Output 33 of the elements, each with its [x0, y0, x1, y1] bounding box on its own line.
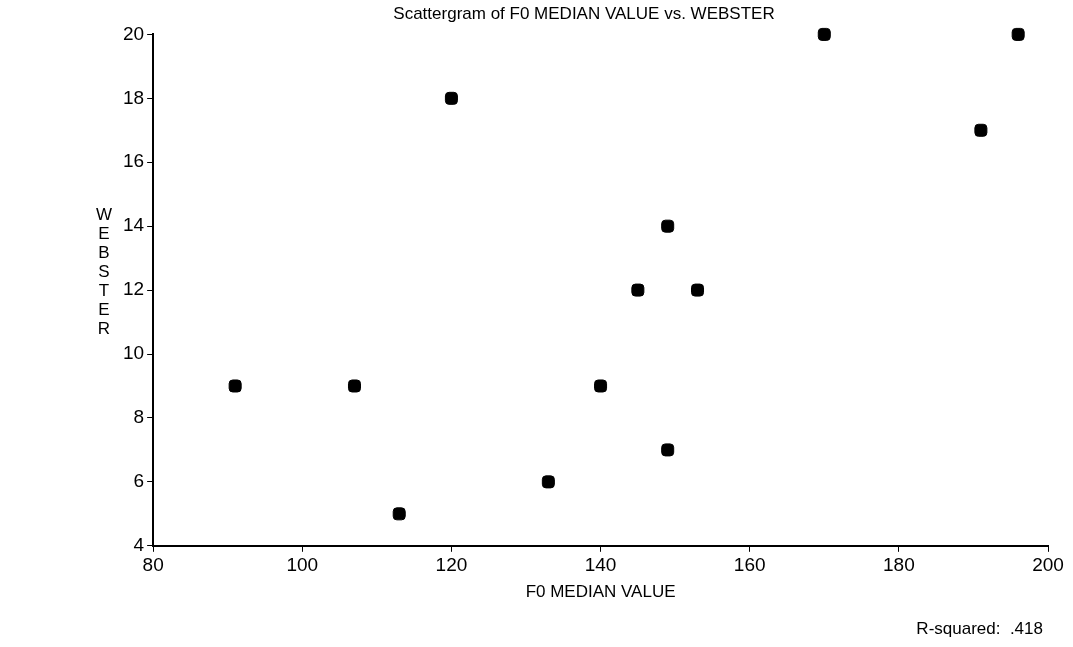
point [817, 27, 831, 41]
x-tick-label: 200 [1032, 554, 1064, 576]
y-tick-label: 20 [122, 22, 145, 44]
y-tick-label: 16 [122, 150, 145, 172]
point [661, 219, 675, 233]
y-tick-label: 6 [133, 470, 145, 492]
x-axis-title: F0 MEDIAN VALUE [525, 582, 676, 602]
x-tick-label: 100 [286, 554, 319, 576]
y-axis-title: WEBSTER [96, 205, 113, 338]
point [347, 379, 361, 393]
x-tick-label: 180 [883, 554, 915, 576]
x-tick-label: 140 [584, 554, 617, 576]
point [691, 283, 705, 297]
x-tick-label: 120 [435, 554, 468, 576]
y-tick-label: 12 [122, 278, 145, 300]
point [444, 91, 458, 105]
y-tick-label: 18 [122, 86, 145, 108]
point [974, 123, 988, 137]
point [631, 283, 645, 297]
point [661, 443, 675, 457]
x-tick-label: 160 [733, 554, 766, 576]
point [541, 475, 555, 489]
y-tick-label: 14 [122, 214, 145, 236]
x-tick-label: 80 [142, 554, 164, 576]
point [392, 507, 406, 521]
point [228, 379, 242, 393]
y-tick-label: 8 [133, 406, 145, 428]
chart-title: Scattergram of F0 MEDIAN VALUE vs. WEBSTER [393, 3, 775, 23]
y-tick-label: 4 [133, 534, 145, 556]
point [594, 379, 608, 393]
text: R-squared: .418 [916, 619, 1043, 639]
y-tick-label: 10 [122, 342, 145, 364]
point [1011, 27, 1025, 41]
